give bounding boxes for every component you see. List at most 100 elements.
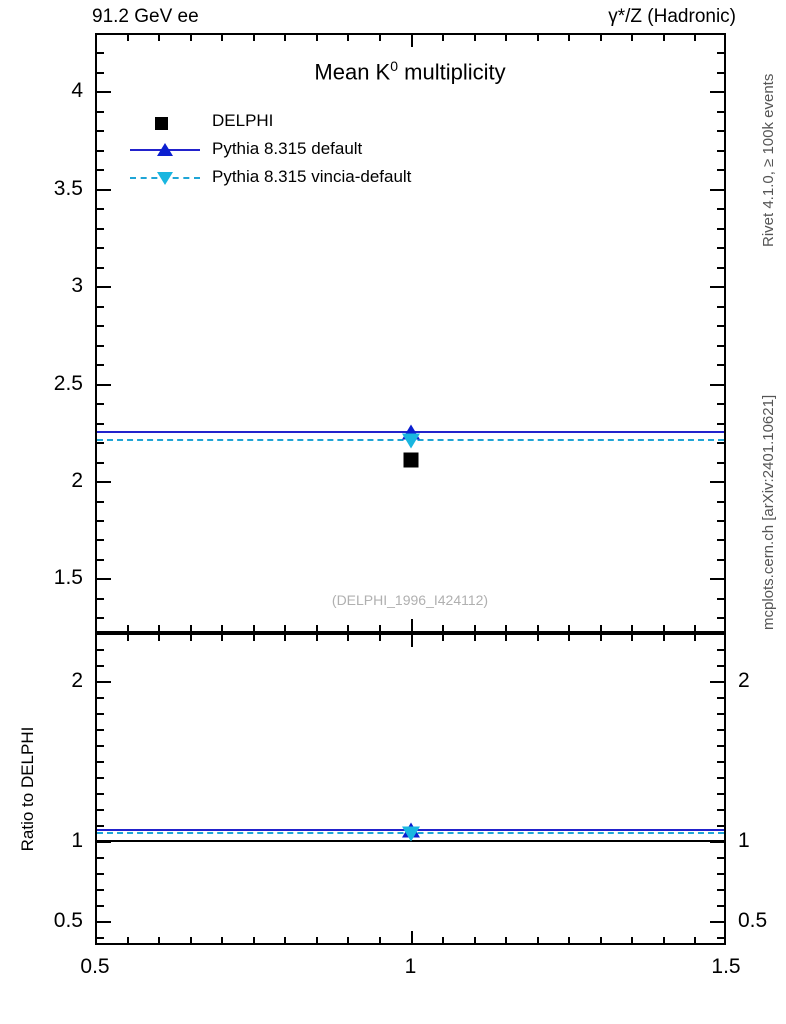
ratio-ytick-label-left: 0.5: [53, 909, 83, 932]
ratio-ytick-right: [717, 697, 726, 699]
plot-title: Mean K0 multiplicity: [314, 58, 505, 85]
ratio-ytick-left: [95, 937, 104, 939]
ratio-xtick-bottom: [189, 937, 192, 945]
main-xtick-bottom: [568, 625, 571, 633]
ratio-xtick-bottom: [221, 937, 224, 945]
down-triangle-icon: [157, 172, 173, 185]
ratio-xtick-bottom: [631, 937, 634, 945]
legend-key-pythia-vincia: [128, 164, 202, 192]
main-xtick-bottom: [315, 625, 318, 633]
ratio-xtick-top: [315, 633, 318, 641]
main-ytick-left: [95, 305, 104, 308]
main-ytick-left: [95, 364, 104, 367]
ratio-ytick-right: [717, 889, 726, 891]
main-ytick-right: [710, 188, 726, 191]
ratio-ytick-right: [710, 681, 726, 683]
ratio-xtick-top: [473, 633, 476, 641]
main-ytick-right: [710, 578, 726, 581]
main-xtick-top: [284, 33, 287, 41]
mcplots-source-annotation: mcplots.cern.ch [arXiv:2401.10621]: [760, 394, 777, 630]
legend-key-pythia-default: [128, 136, 202, 164]
ratio-ytick-left: [95, 921, 111, 923]
main-xtick-bottom: [284, 625, 287, 633]
main-ytick-right: [717, 422, 726, 425]
legend-key-delphi: [128, 108, 202, 136]
main-ytick-right: [717, 325, 726, 328]
ratio-xtick-top: [378, 633, 381, 641]
main-ytick-left: [95, 227, 104, 230]
main-xtick-top: [378, 33, 381, 41]
ratio-marker-pythia-vincia: [401, 826, 420, 842]
plot-title-main: Mean K: [314, 59, 391, 85]
ratio-xtick-top: [410, 633, 413, 647]
main-ytick-right: [717, 130, 726, 133]
main-ytick-right: [717, 344, 726, 347]
ratio-xtick-bottom: [315, 937, 318, 945]
main-xtick-top: [442, 33, 445, 41]
main-ytick-left: [95, 422, 104, 425]
legend-label-pythia-vincia: Pythia 8.315 vincia-default: [212, 167, 412, 186]
ratio-ytick-left: [95, 697, 104, 699]
ratio-xtick-top: [284, 633, 287, 641]
rivet-version-annotation: Rivet 4.1.0, ≥ 100k events: [760, 73, 777, 247]
main-xtick-bottom: [505, 625, 508, 633]
main-ytick-right: [717, 52, 726, 55]
ratio-ytick-left: [95, 713, 104, 715]
main-xtick-top: [126, 33, 129, 41]
ratio-xtick-top: [158, 633, 161, 641]
ratio-ytick-label-right: 1: [738, 829, 750, 852]
main-ytick-right: [717, 617, 726, 620]
main-xtick-bottom: [378, 625, 381, 633]
main-xtick-bottom: [631, 625, 634, 633]
main-ytick-left: [95, 383, 111, 386]
plot-title-tail: multiplicity: [398, 59, 506, 85]
main-ytick-left: [95, 286, 111, 289]
main-ytick-label: 2.5: [53, 371, 83, 395]
main-ytick-left: [95, 130, 104, 133]
ratio-ytick-left: [95, 841, 111, 843]
main-ytick-right: [717, 558, 726, 561]
ratio-ytick-right: [710, 921, 726, 923]
ratio-xtick-bottom: [252, 937, 255, 945]
ratio-ytick-right: [710, 841, 726, 843]
main-ytick-left: [95, 500, 104, 503]
main-ytick-right: [717, 110, 726, 113]
main-ytick-left: [95, 247, 104, 250]
ratio-ytick-left: [95, 793, 104, 795]
main-ytick-label: 2: [71, 469, 83, 493]
ratio-ytick-label-left: 2: [71, 669, 83, 692]
main-xtick-bottom: [252, 625, 255, 633]
main-xtick-top: [252, 33, 255, 41]
main-ytick-right: [717, 169, 726, 172]
main-xtick-top: [347, 33, 350, 41]
ratio-xtick-bottom: [505, 937, 508, 945]
ratio-ytick-left: [95, 857, 104, 859]
main-ytick-left: [95, 149, 104, 152]
main-ytick-left: [95, 188, 111, 191]
main-ytick-left: [95, 481, 111, 484]
main-ytick-left: [95, 461, 104, 464]
ratio-xtick-bottom: [378, 937, 381, 945]
ratio-axis-title: Ratio to DELPHI: [18, 726, 37, 852]
main-ytick-left: [95, 344, 104, 347]
ratio-ytick-right: [717, 825, 726, 827]
ratio-ytick-left: [95, 745, 104, 747]
ratio-ytick-right: [717, 905, 726, 907]
main-ytick-right: [717, 364, 726, 367]
ratio-ytick-right: [717, 649, 726, 651]
ratio-xtick-bottom: [662, 937, 665, 945]
main-xtick-top: [694, 33, 697, 41]
main-ytick-left: [95, 169, 104, 172]
ratio-xtick-top: [347, 633, 350, 641]
ratio-ytick-left: [95, 777, 104, 779]
main-ytick-right: [710, 481, 726, 484]
legend-label-delphi: DELPHI: [212, 111, 274, 130]
ratio-plot-panel: [95, 633, 726, 945]
main-xtick-bottom: [126, 625, 129, 633]
analysis-id-watermark: (DELPHI_1996_I424112): [331, 592, 489, 608]
xtick-label: 0.5: [80, 955, 110, 978]
ratio-xtick-top: [189, 633, 192, 641]
ratio-ytick-right: [717, 777, 726, 779]
main-ytick-left: [95, 208, 104, 211]
main-ytick-right: [710, 91, 726, 94]
